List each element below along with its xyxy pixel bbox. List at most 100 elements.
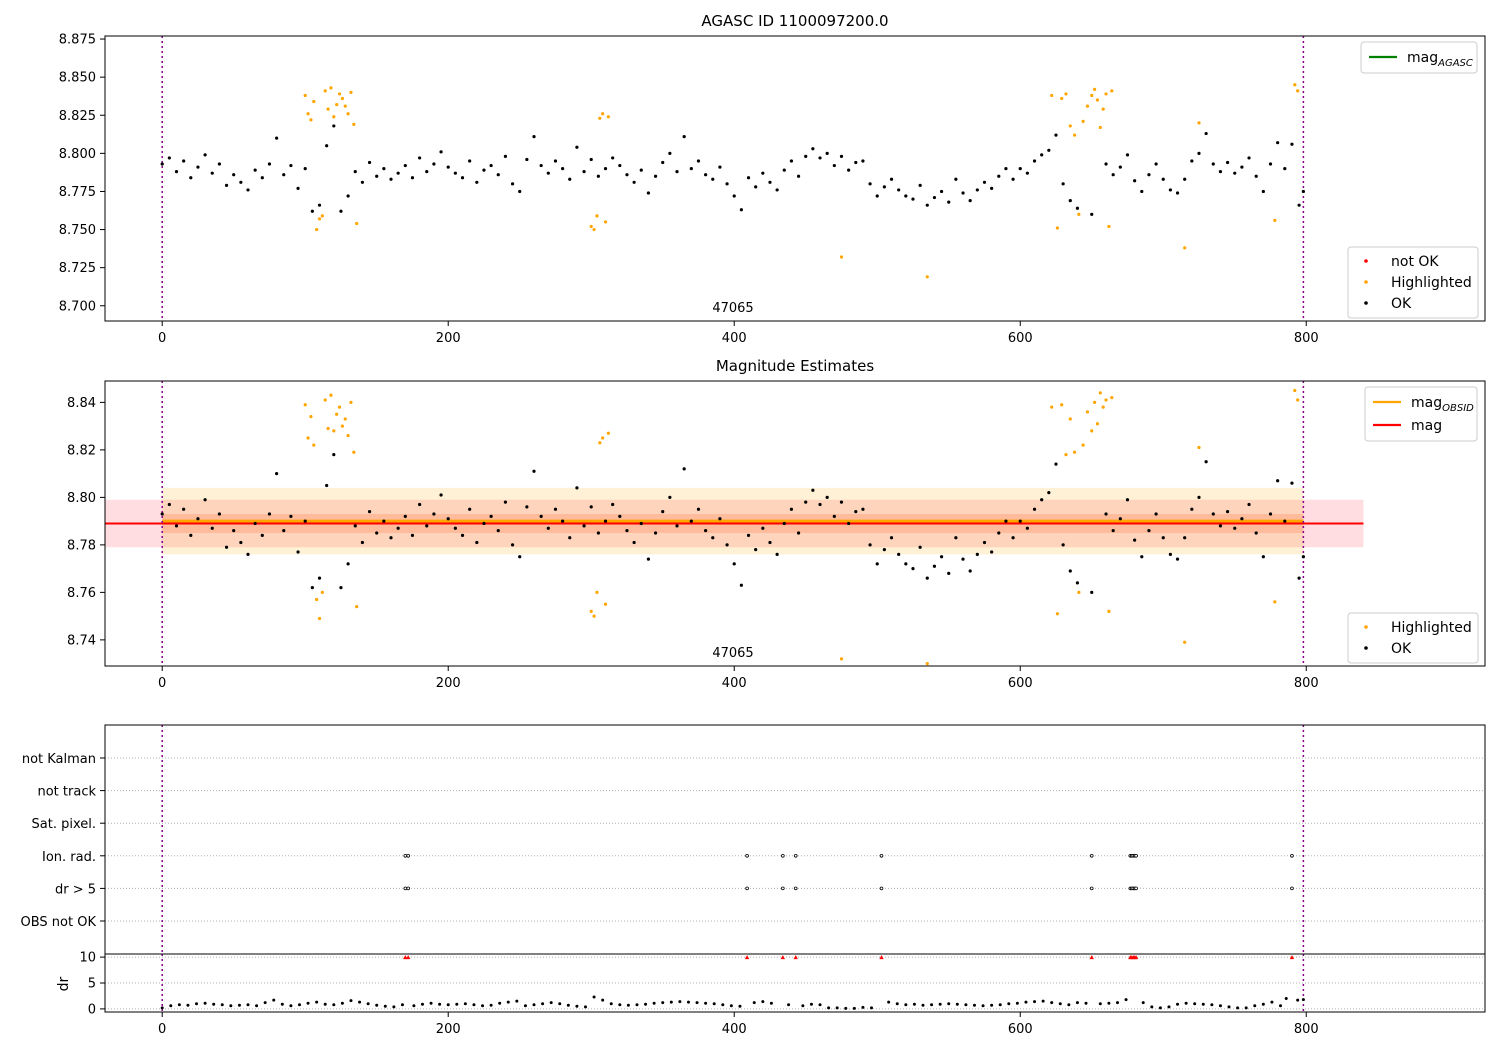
data-point: [595, 214, 599, 218]
data-point: [746, 176, 751, 180]
data-point: [1068, 198, 1072, 203]
data-point: [1147, 173, 1151, 177]
data-point: [518, 189, 522, 194]
data-point: [1101, 405, 1105, 409]
data-point: [1254, 531, 1258, 535]
dr-point: [661, 1001, 665, 1005]
dr-point: [861, 1005, 865, 1009]
data-point: [646, 557, 651, 561]
data-point: [325, 144, 329, 148]
data-point: [346, 434, 350, 438]
data-point: [355, 605, 359, 609]
data-point: [296, 186, 300, 191]
data-point: [1025, 526, 1029, 530]
data-point: [1125, 498, 1130, 502]
data-point: [1068, 124, 1072, 128]
data-point: [425, 524, 429, 528]
dr-point: [852, 1006, 856, 1010]
data-point: [789, 507, 794, 511]
data-point: [1197, 121, 1201, 125]
data-point: [539, 514, 543, 518]
dr-point: [420, 1002, 424, 1006]
data-point: [315, 227, 319, 232]
panel-estimates-title: Magnitude Estimates: [716, 357, 874, 375]
flag-point: [1290, 853, 1294, 858]
x-tick-label: 800: [1294, 331, 1319, 346]
data-point: [598, 116, 602, 120]
panel-estimates-obsid-label: 47065: [712, 646, 753, 661]
data-point: [1183, 177, 1187, 181]
dr-point: [827, 1006, 831, 1010]
data-point: [1225, 510, 1230, 514]
data-point: [332, 124, 336, 128]
data-point: [939, 555, 944, 559]
data-point: [196, 165, 200, 169]
dr-point: [870, 1006, 874, 1010]
data-point: [553, 159, 558, 163]
data-point: [911, 567, 915, 571]
dr-point: [195, 1002, 199, 1006]
data-point: [224, 183, 229, 187]
data-point: [696, 159, 701, 163]
dr-point: [618, 1003, 622, 1007]
data-point: [1098, 125, 1102, 130]
estimates-legend-markers-marker: [1364, 646, 1368, 650]
dr-point: [332, 1003, 336, 1007]
data-point: [1273, 600, 1277, 604]
data-point: [1296, 398, 1300, 402]
data-point: [332, 115, 336, 119]
agasc-legend-markers-marker: [1364, 259, 1368, 263]
data-point: [661, 160, 665, 165]
data-point: [468, 159, 472, 163]
data-point: [1104, 92, 1108, 96]
data-point: [1211, 162, 1215, 166]
dr-point: [592, 995, 596, 999]
data-point: [303, 166, 307, 171]
data-point: [403, 514, 407, 518]
dr-point: [626, 1003, 630, 1007]
dr-clipped-marker: [744, 955, 750, 960]
data-point: [968, 569, 972, 573]
dr-point: [1050, 1001, 1054, 1005]
data-point: [439, 150, 443, 154]
data-point: [875, 194, 879, 198]
data-point: [317, 203, 322, 207]
dr-point: [306, 1001, 310, 1005]
dr-point: [1218, 1004, 1222, 1008]
dr-point: [1210, 1003, 1214, 1007]
data-point: [997, 174, 1001, 178]
data-point: [1050, 405, 1054, 409]
data-point: [606, 115, 610, 119]
dr-point: [463, 1002, 467, 1006]
data-point: [246, 552, 250, 556]
data-point: [1081, 443, 1085, 447]
data-point: [982, 540, 987, 545]
dr-point: [887, 1000, 891, 1004]
data-point: [282, 529, 286, 533]
data-point: [1254, 174, 1258, 178]
data-point: [982, 180, 987, 184]
data-point: [246, 188, 250, 192]
data-point: [189, 176, 193, 180]
data-point: [1161, 536, 1165, 540]
y-tick-label: 8.825: [59, 109, 96, 124]
data-point: [611, 156, 615, 160]
data-point: [1018, 519, 1022, 523]
data-point: [618, 163, 622, 168]
x-tick-label: 600: [1008, 1022, 1033, 1037]
dr-point: [738, 1004, 742, 1008]
dr-clipped-marker: [879, 955, 884, 960]
flag-point: [1134, 853, 1138, 858]
dr-point: [990, 1003, 994, 1007]
data-point: [1025, 171, 1029, 175]
data-point: [546, 171, 550, 175]
data-point: [592, 227, 596, 232]
data-point: [932, 564, 937, 568]
dr-point: [280, 1002, 284, 1006]
dr-point: [981, 1004, 985, 1008]
dr-point: [1015, 1001, 1019, 1005]
flag-point: [403, 886, 408, 891]
data-point: [1011, 177, 1015, 181]
data-point: [337, 92, 342, 96]
data-point: [1107, 224, 1111, 229]
